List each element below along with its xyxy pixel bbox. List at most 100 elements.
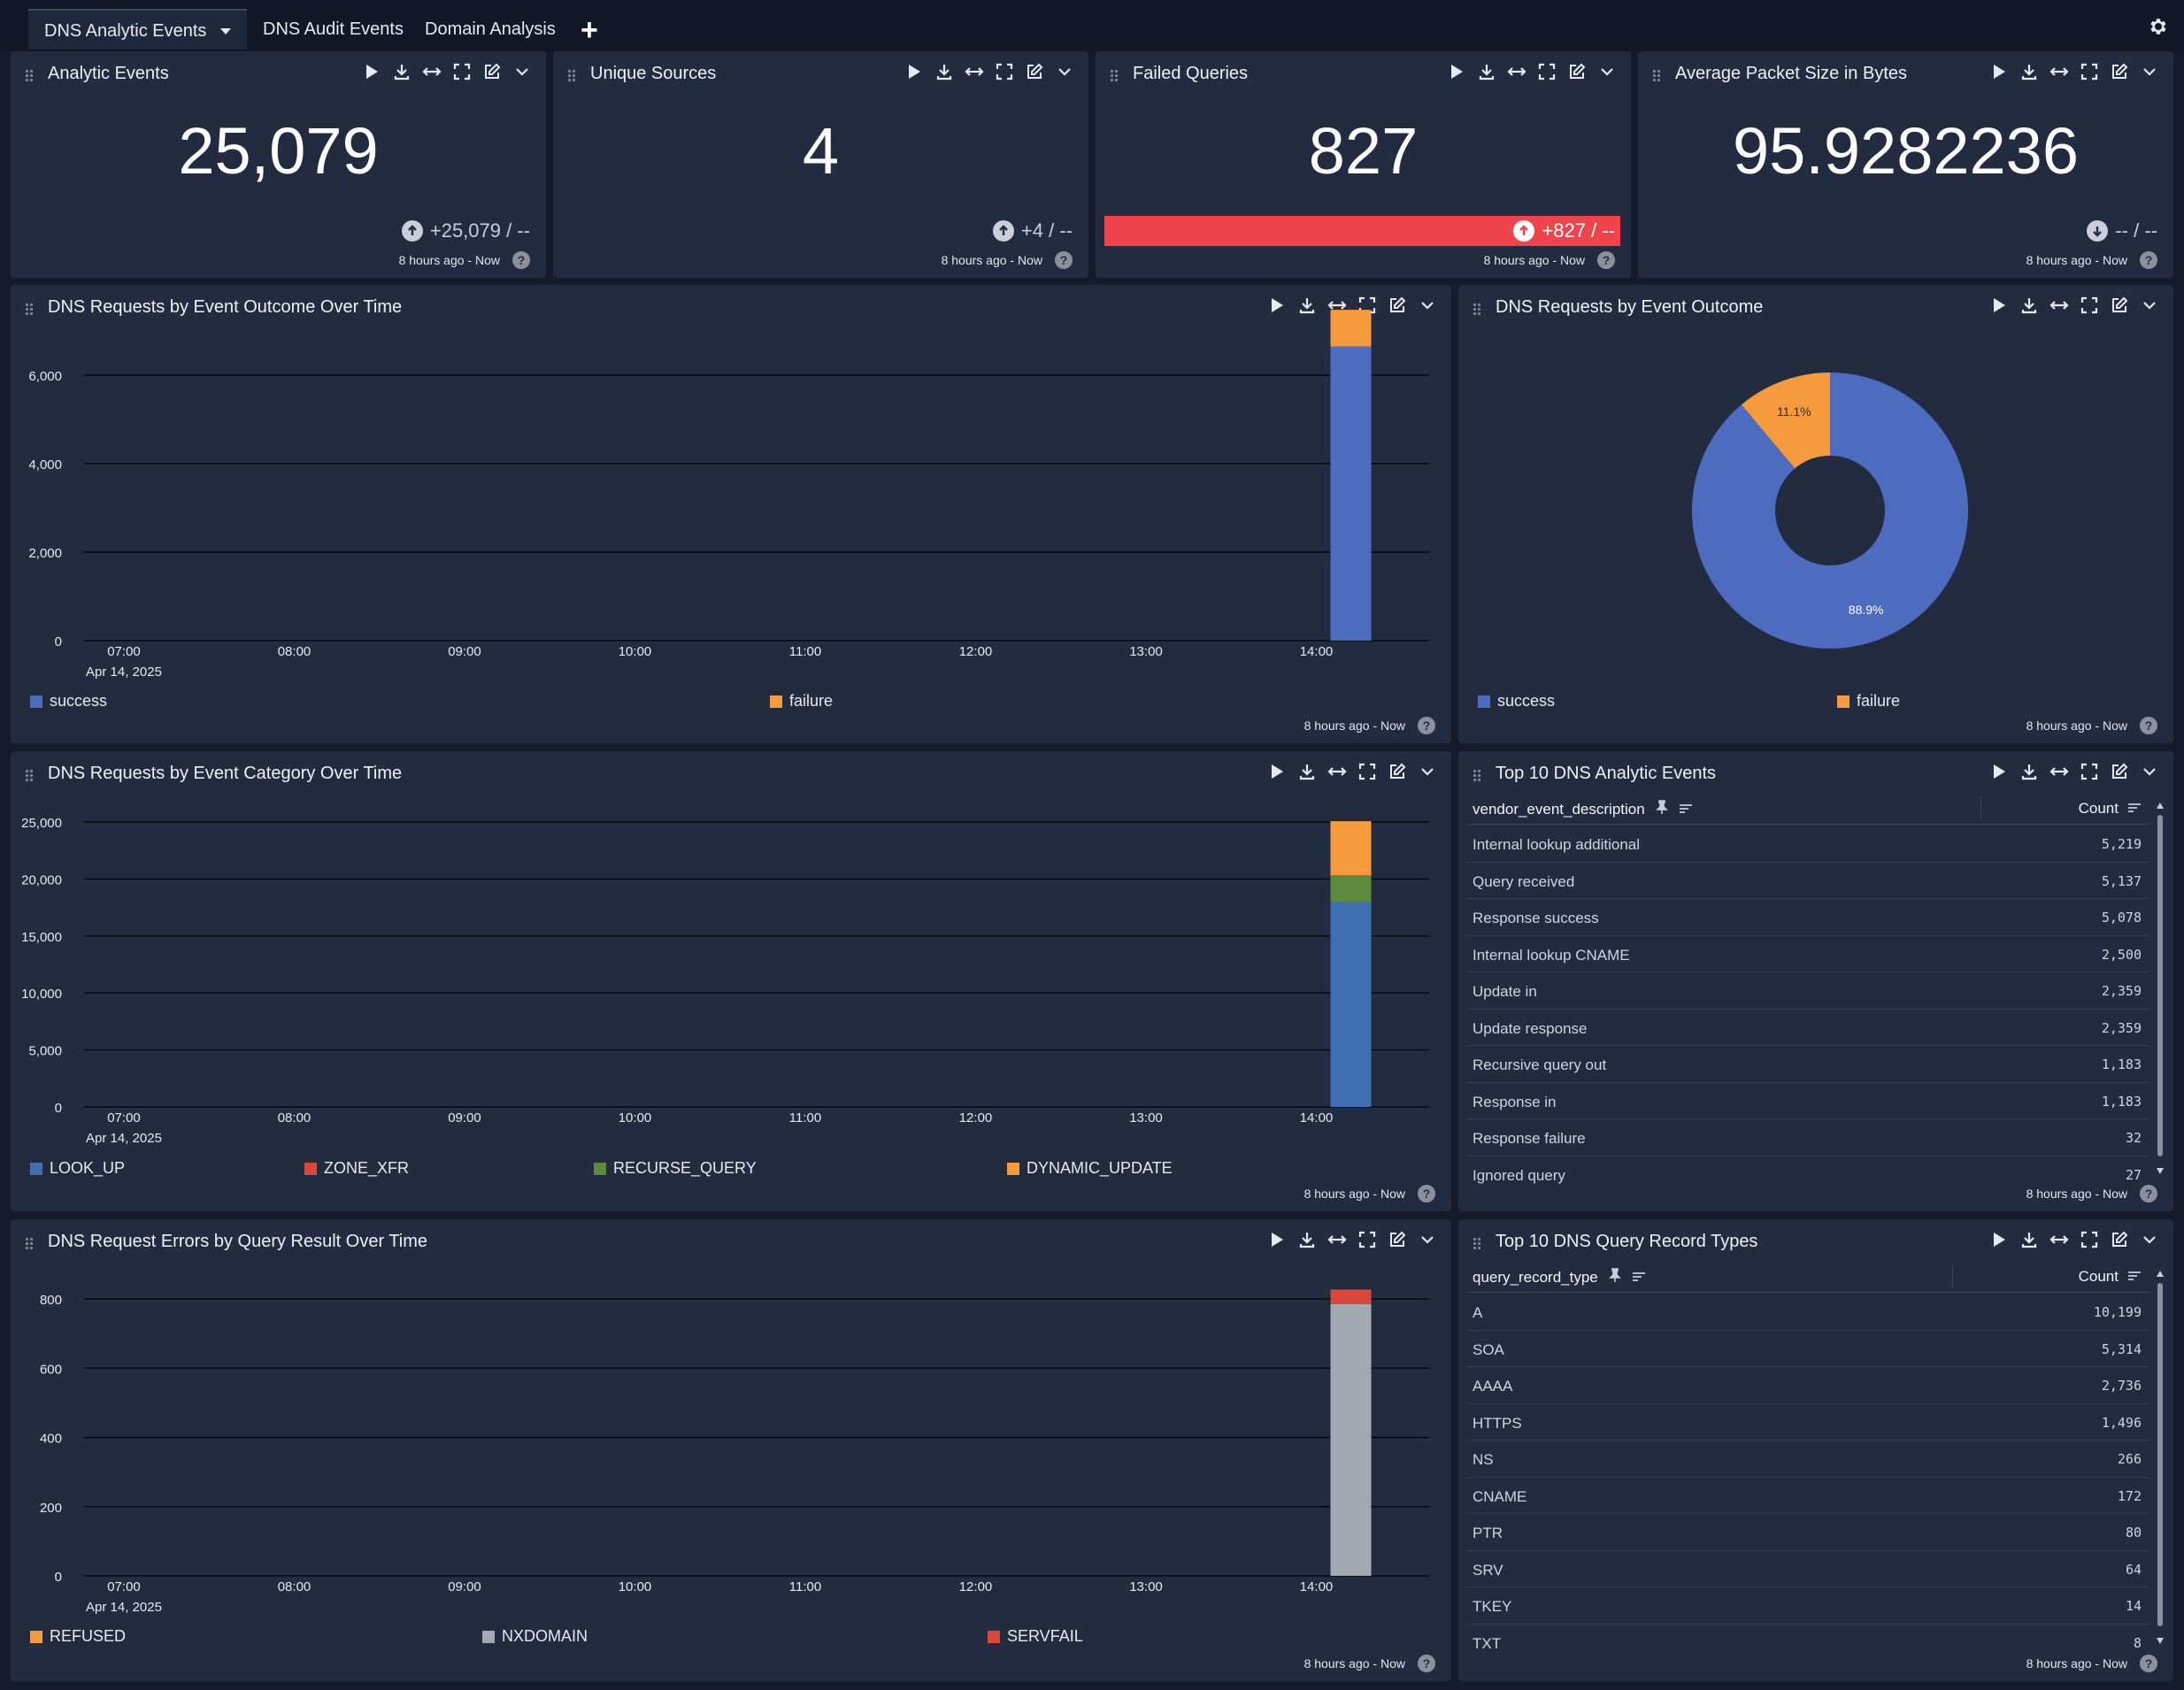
download-icon[interactable] xyxy=(2019,762,2039,781)
play-icon[interactable] xyxy=(1447,62,1466,81)
legend-item-recurse-query[interactable]: RECURSE_QUERY xyxy=(594,1159,757,1178)
play-icon[interactable] xyxy=(1267,296,1287,315)
tab-dns-audit-events[interactable]: DNS Audit Events xyxy=(247,9,419,50)
help-icon[interactable]: ? xyxy=(1418,717,1435,734)
play-icon[interactable] xyxy=(1989,296,2009,315)
column-header-count[interactable]: Count xyxy=(2079,800,2142,818)
help-icon[interactable]: ? xyxy=(1597,251,1615,269)
help-icon[interactable]: ? xyxy=(2140,717,2157,734)
table-row[interactable]: AAAA 2,736 xyxy=(1467,1367,2149,1404)
drag-handle-icon[interactable] xyxy=(567,69,576,83)
chevron-down-icon[interactable] xyxy=(512,62,532,81)
edit-icon[interactable] xyxy=(1388,1230,1407,1249)
pin-icon[interactable] xyxy=(1608,1268,1621,1287)
legend-item-zone-xfr[interactable]: ZONE_XFR xyxy=(304,1159,409,1178)
table-scrollbar[interactable] xyxy=(2156,801,2165,1176)
drag-handle-icon[interactable] xyxy=(1473,769,1481,783)
drag-handle-icon[interactable] xyxy=(25,69,34,83)
help-icon[interactable]: ? xyxy=(1418,1185,1435,1202)
chevron-down-icon[interactable] xyxy=(1055,62,1074,81)
table-row[interactable]: Update in 2,359 xyxy=(1467,972,2149,1010)
download-icon[interactable] xyxy=(2019,1230,2039,1249)
edit-icon[interactable] xyxy=(1025,62,1044,81)
drag-handle-icon[interactable] xyxy=(1110,69,1119,83)
chevron-down-icon[interactable] xyxy=(2140,62,2159,81)
sort-icon[interactable] xyxy=(1679,801,1693,818)
table-row[interactable]: Response success 5,078 xyxy=(1467,899,2149,936)
expand-horizontal-icon[interactable] xyxy=(2049,762,2069,781)
play-icon[interactable] xyxy=(1267,762,1287,781)
download-icon[interactable] xyxy=(1297,296,1317,315)
download-icon[interactable] xyxy=(2019,62,2039,81)
table-row[interactable]: Response failure 32 xyxy=(1467,1119,2149,1156)
edit-icon[interactable] xyxy=(2110,1230,2129,1249)
fullscreen-icon[interactable] xyxy=(2080,1230,2099,1249)
gear-icon[interactable] xyxy=(2147,16,2168,42)
column-header-record-type[interactable]: query_record_type xyxy=(1473,1268,1646,1287)
table-row[interactable]: Internal lookup additional 5,219 xyxy=(1467,826,2149,863)
download-icon[interactable] xyxy=(1297,762,1317,781)
expand-horizontal-icon[interactable] xyxy=(2049,62,2069,81)
edit-icon[interactable] xyxy=(2110,296,2129,315)
fullscreen-icon[interactable] xyxy=(2080,762,2099,781)
download-icon[interactable] xyxy=(934,62,954,81)
download-icon[interactable] xyxy=(2019,296,2039,315)
sort-icon[interactable] xyxy=(1632,1269,1646,1287)
play-icon[interactable] xyxy=(362,62,381,81)
fullscreen-icon[interactable] xyxy=(995,62,1014,81)
fullscreen-icon[interactable] xyxy=(452,62,472,81)
table-row[interactable]: TKEY 14 xyxy=(1467,1587,2149,1625)
table-row[interactable]: A 10,199 xyxy=(1467,1294,2149,1331)
download-icon[interactable] xyxy=(1297,1230,1317,1249)
drag-handle-icon[interactable] xyxy=(1473,303,1481,317)
drag-handle-icon[interactable] xyxy=(1652,69,1661,83)
edit-icon[interactable] xyxy=(1388,762,1407,781)
play-icon[interactable] xyxy=(1989,762,2009,781)
table-row[interactable]: Recursive query out 1,183 xyxy=(1467,1046,2149,1083)
drag-handle-icon[interactable] xyxy=(25,769,34,783)
expand-horizontal-icon[interactable] xyxy=(965,62,984,81)
drag-handle-icon[interactable] xyxy=(25,303,34,317)
column-header-count[interactable]: Count xyxy=(2079,1268,2142,1286)
download-icon[interactable] xyxy=(392,62,411,81)
fullscreen-icon[interactable] xyxy=(1357,296,1377,315)
legend-item-refused[interactable]: REFUSED xyxy=(30,1627,126,1646)
table-row[interactable]: TXT 8 xyxy=(1467,1625,2149,1652)
sort-icon[interactable] xyxy=(2127,1268,2142,1286)
help-icon[interactable]: ? xyxy=(2140,251,2157,269)
legend-item-dynamic-update[interactable]: DYNAMIC_UPDATE xyxy=(1007,1159,1173,1178)
table-row[interactable]: Internal lookup CNAME 2,500 xyxy=(1467,936,2149,972)
help-icon[interactable]: ? xyxy=(512,251,530,269)
legend-item-nxdomain[interactable]: NXDOMAIN xyxy=(482,1627,588,1646)
help-icon[interactable]: ? xyxy=(2140,1185,2157,1202)
chevron-down-icon[interactable] xyxy=(1597,62,1617,81)
legend-item-failure[interactable]: failure xyxy=(770,692,833,711)
pin-icon[interactable] xyxy=(1655,800,1668,818)
edit-icon[interactable] xyxy=(2110,762,2129,781)
chevron-down-icon[interactable] xyxy=(1418,1230,1437,1249)
fullscreen-icon[interactable] xyxy=(1357,1230,1377,1249)
chevron-down-icon[interactable] xyxy=(2140,1230,2159,1249)
table-row[interactable]: CNAME 172 xyxy=(1467,1478,2149,1514)
drag-handle-icon[interactable] xyxy=(1473,1237,1481,1251)
play-icon[interactable] xyxy=(904,62,924,81)
edit-icon[interactable] xyxy=(482,62,502,81)
play-icon[interactable] xyxy=(1267,1230,1287,1249)
legend-item-success[interactable]: success xyxy=(30,692,107,711)
expand-horizontal-icon[interactable] xyxy=(2049,1230,2069,1249)
play-icon[interactable] xyxy=(1989,62,2009,81)
help-icon[interactable]: ? xyxy=(1418,1655,1435,1672)
edit-icon[interactable] xyxy=(2110,62,2129,81)
table-scrollbar[interactable] xyxy=(2156,1269,2165,1646)
edit-icon[interactable] xyxy=(1388,296,1407,315)
expand-horizontal-icon[interactable] xyxy=(1327,762,1347,781)
table-row[interactable]: HTTPS 1,496 xyxy=(1467,1404,2149,1440)
sort-icon[interactable] xyxy=(2127,800,2142,818)
chevron-down-icon[interactable] xyxy=(2140,296,2159,315)
drag-handle-icon[interactable] xyxy=(25,1237,34,1251)
tab-domain-analysis[interactable]: Domain Analysis xyxy=(409,9,572,50)
legend-item-success[interactable]: success xyxy=(1478,692,1555,711)
tab-dns-analytic-events[interactable]: DNS Analytic Events xyxy=(28,9,248,50)
add-tab-button[interactable]: + xyxy=(581,13,598,47)
chevron-down-icon[interactable] xyxy=(1418,296,1437,315)
